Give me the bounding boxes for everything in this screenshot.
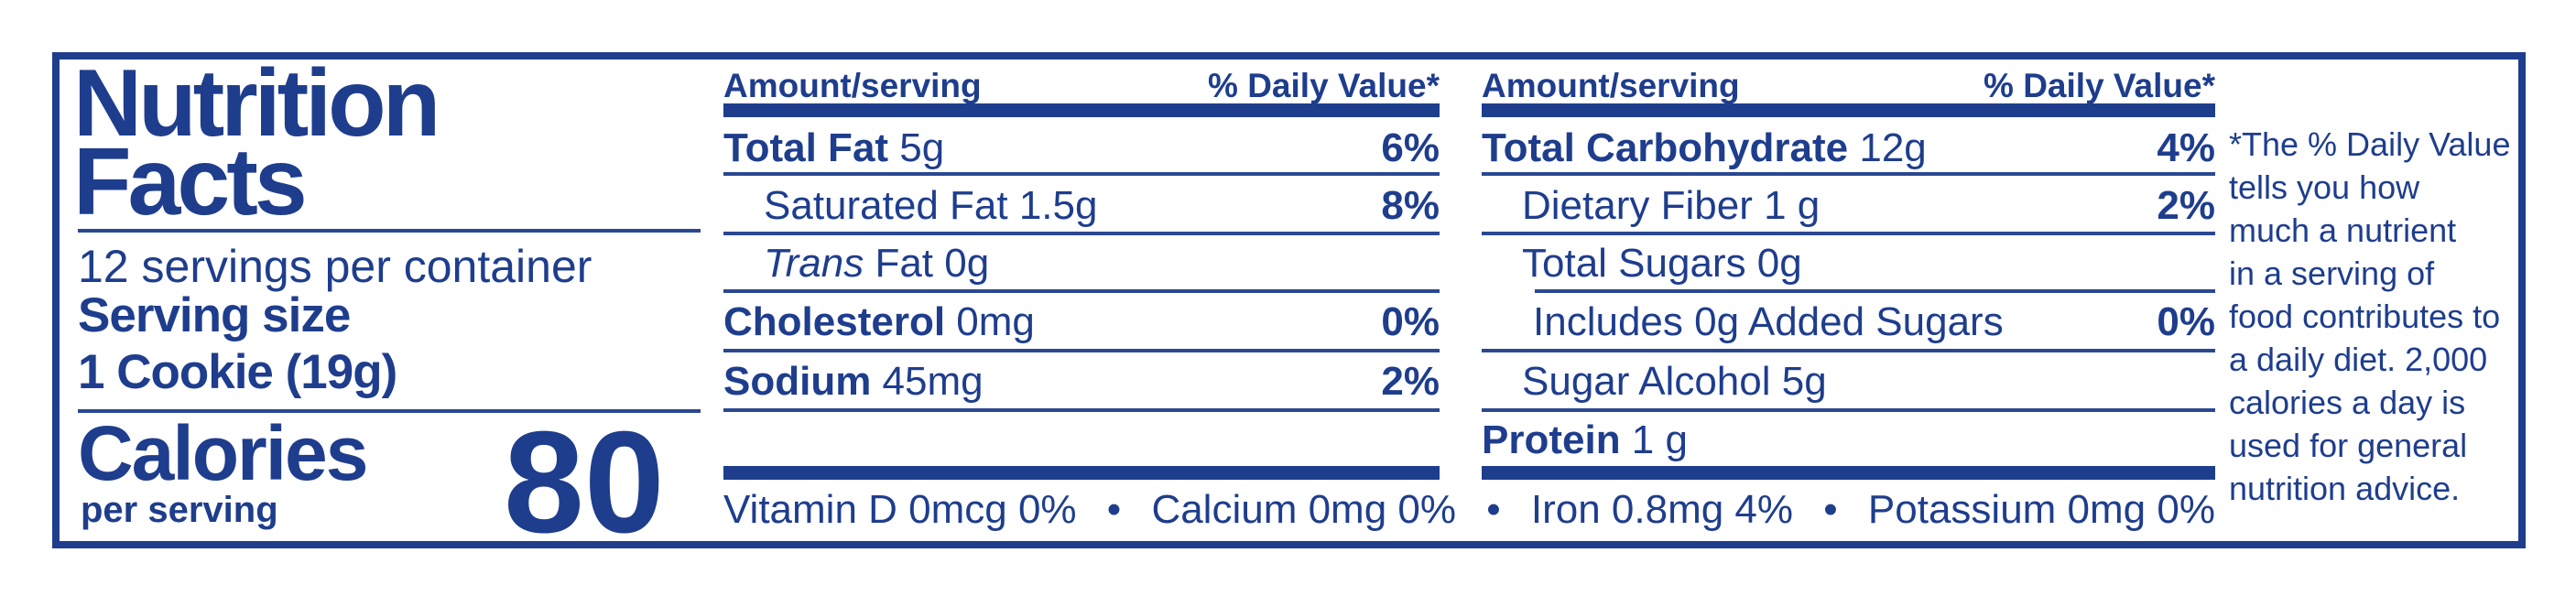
row-divider-indented	[1535, 289, 2215, 293]
calories-label: Calories	[78, 410, 368, 496]
micronutrient-vitamin-d: Vitamin D 0mcg 0%	[723, 487, 1077, 532]
label-border	[52, 52, 2526, 548]
title-divider	[78, 229, 701, 233]
amount-serving-header: Amount/serving	[1482, 67, 1740, 104]
nutrient-name: Sugar Alcohol 5g	[1522, 359, 1827, 404]
nutrient-row-sodium: Sodium 45mg 2%	[723, 361, 1440, 403]
row-divider	[723, 172, 1440, 176]
nutrient-name: Total Fat 5g	[723, 125, 945, 170]
serving-size-value: 1 Cookie (19g)	[78, 345, 397, 399]
micronutrient-strip: Vitamin D 0mcg 0% • Calcium 0mg 0% • Iro…	[723, 489, 2215, 531]
micronutrient-calcium: Calcium 0mg 0%	[1151, 487, 1456, 532]
header-bar	[1482, 103, 2215, 117]
daily-value-header: % Daily Value*	[1208, 67, 1440, 104]
nutrient-name: Includes 0g Added Sugars	[1533, 299, 2004, 344]
daily-value: 0%	[1381, 299, 1440, 344]
footer-bar	[1482, 466, 2215, 480]
serving-divider	[78, 409, 701, 413]
row-divider	[723, 289, 1440, 293]
bullet-separator: •	[1486, 487, 1501, 532]
daily-value: 4%	[2157, 125, 2215, 170]
nutrient-row-saturated-fat: Saturated Fat 1.5g 8%	[723, 185, 1440, 227]
calories-value: 80	[504, 402, 665, 563]
daily-value: 6%	[1381, 125, 1440, 170]
nutrient-row-total-sugars: Total Sugars 0g	[1482, 243, 2215, 285]
bullet-separator: •	[1823, 487, 1838, 532]
row-divider	[723, 408, 1440, 412]
daily-value: 2%	[1381, 359, 1440, 404]
micronutrient-iron: Iron 0.8mg 4%	[1530, 487, 1794, 532]
nutrient-name: Dietary Fiber 1 g	[1522, 183, 1821, 228]
nutrient-row-total-carbohydrate: Total Carbohydrate 12g 4%	[1482, 127, 2215, 169]
nutrient-row-protein: Protein 1 g	[1482, 419, 2215, 461]
footer-bar	[723, 466, 1440, 480]
daily-value: 8%	[1381, 183, 1440, 228]
nutrient-name: Total Carbohydrate 12g	[1482, 125, 1927, 170]
header-bar	[723, 103, 1440, 117]
micronutrient-potassium: Potassium 0mg 0%	[1867, 487, 2215, 532]
nutrient-name: Cholesterol 0mg	[723, 299, 1035, 344]
column-header: Amount/serving % Daily Value*	[723, 69, 1440, 103]
nutrient-row-cholesterol: Cholesterol 0mg 0%	[723, 301, 1440, 343]
nutrient-name: Sodium 45mg	[723, 359, 984, 404]
nutrient-column-carbs: Amount/serving % Daily Value* Total Carb…	[1482, 52, 2215, 548]
row-divider	[1482, 349, 2215, 352]
daily-value-header: % Daily Value*	[1984, 67, 2215, 104]
nutrient-name: Saturated Fat 1.5g	[764, 183, 1098, 228]
nutrient-row-total-fat: Total Fat 5g 6%	[723, 127, 1440, 169]
nutrient-row-sugar-alcohol: Sugar Alcohol 5g	[1482, 361, 2215, 403]
daily-value: 2%	[2157, 183, 2215, 228]
nutrient-column-fats: Amount/serving % Daily Value* Total Fat …	[723, 52, 1440, 548]
nutrient-name: Trans Fat 0g	[764, 241, 990, 286]
row-divider	[1482, 232, 2215, 235]
calories-per-serving-label: per serving	[81, 490, 278, 530]
nutrition-facts-title: Nutrition Facts	[73, 50, 440, 235]
nutrient-name: Total Sugars 0g	[1522, 241, 1802, 286]
nutrient-row-dietary-fiber: Dietary Fiber 1 g 2%	[1482, 185, 2215, 227]
servings-per-container: 12 servings per container	[78, 241, 592, 292]
amount-serving-header: Amount/serving	[723, 67, 982, 104]
row-divider	[723, 349, 1440, 352]
bullet-separator: •	[1106, 487, 1122, 532]
row-divider	[1482, 172, 2215, 176]
row-divider	[1482, 408, 2215, 412]
nutrient-row-trans-fat: Trans Fat 0g	[723, 243, 1440, 285]
nutrient-row-added-sugars: Includes 0g Added Sugars 0%	[1482, 301, 2215, 343]
column-header: Amount/serving % Daily Value*	[1482, 69, 2215, 103]
daily-value: 0%	[2157, 299, 2215, 344]
row-divider	[723, 232, 1440, 235]
nutrient-name: Protein 1 g	[1482, 417, 1688, 462]
daily-value-footnote: *The % Daily Value tells you how much a …	[2229, 125, 2511, 507]
serving-size-label: Serving size	[78, 288, 351, 342]
